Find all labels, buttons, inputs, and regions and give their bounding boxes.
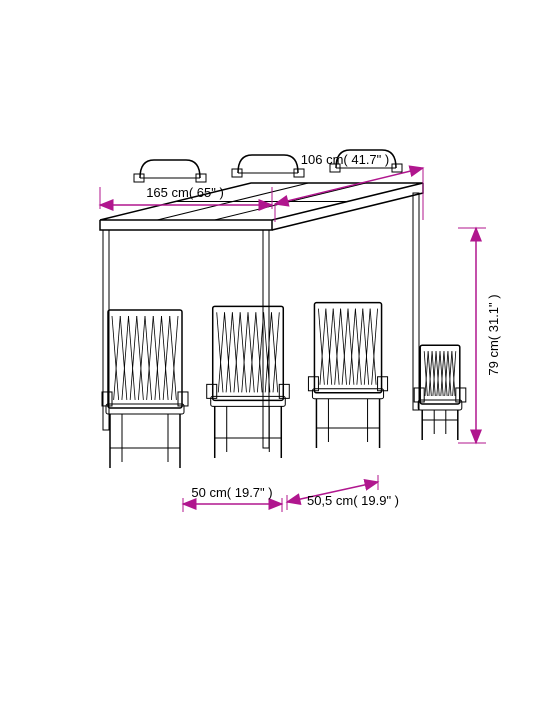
table_width-label: 106 cm( 41.7" ) — [301, 152, 389, 167]
chair_height-label: 79 cm( 31.1" ) — [486, 294, 501, 375]
chair_width-label: 50,5 cm( 19.9" ) — [307, 493, 399, 508]
table_length-label: 165 cm( 65" ) — [146, 185, 224, 200]
chair_depth-label: 50 cm( 19.7" ) — [191, 485, 272, 500]
